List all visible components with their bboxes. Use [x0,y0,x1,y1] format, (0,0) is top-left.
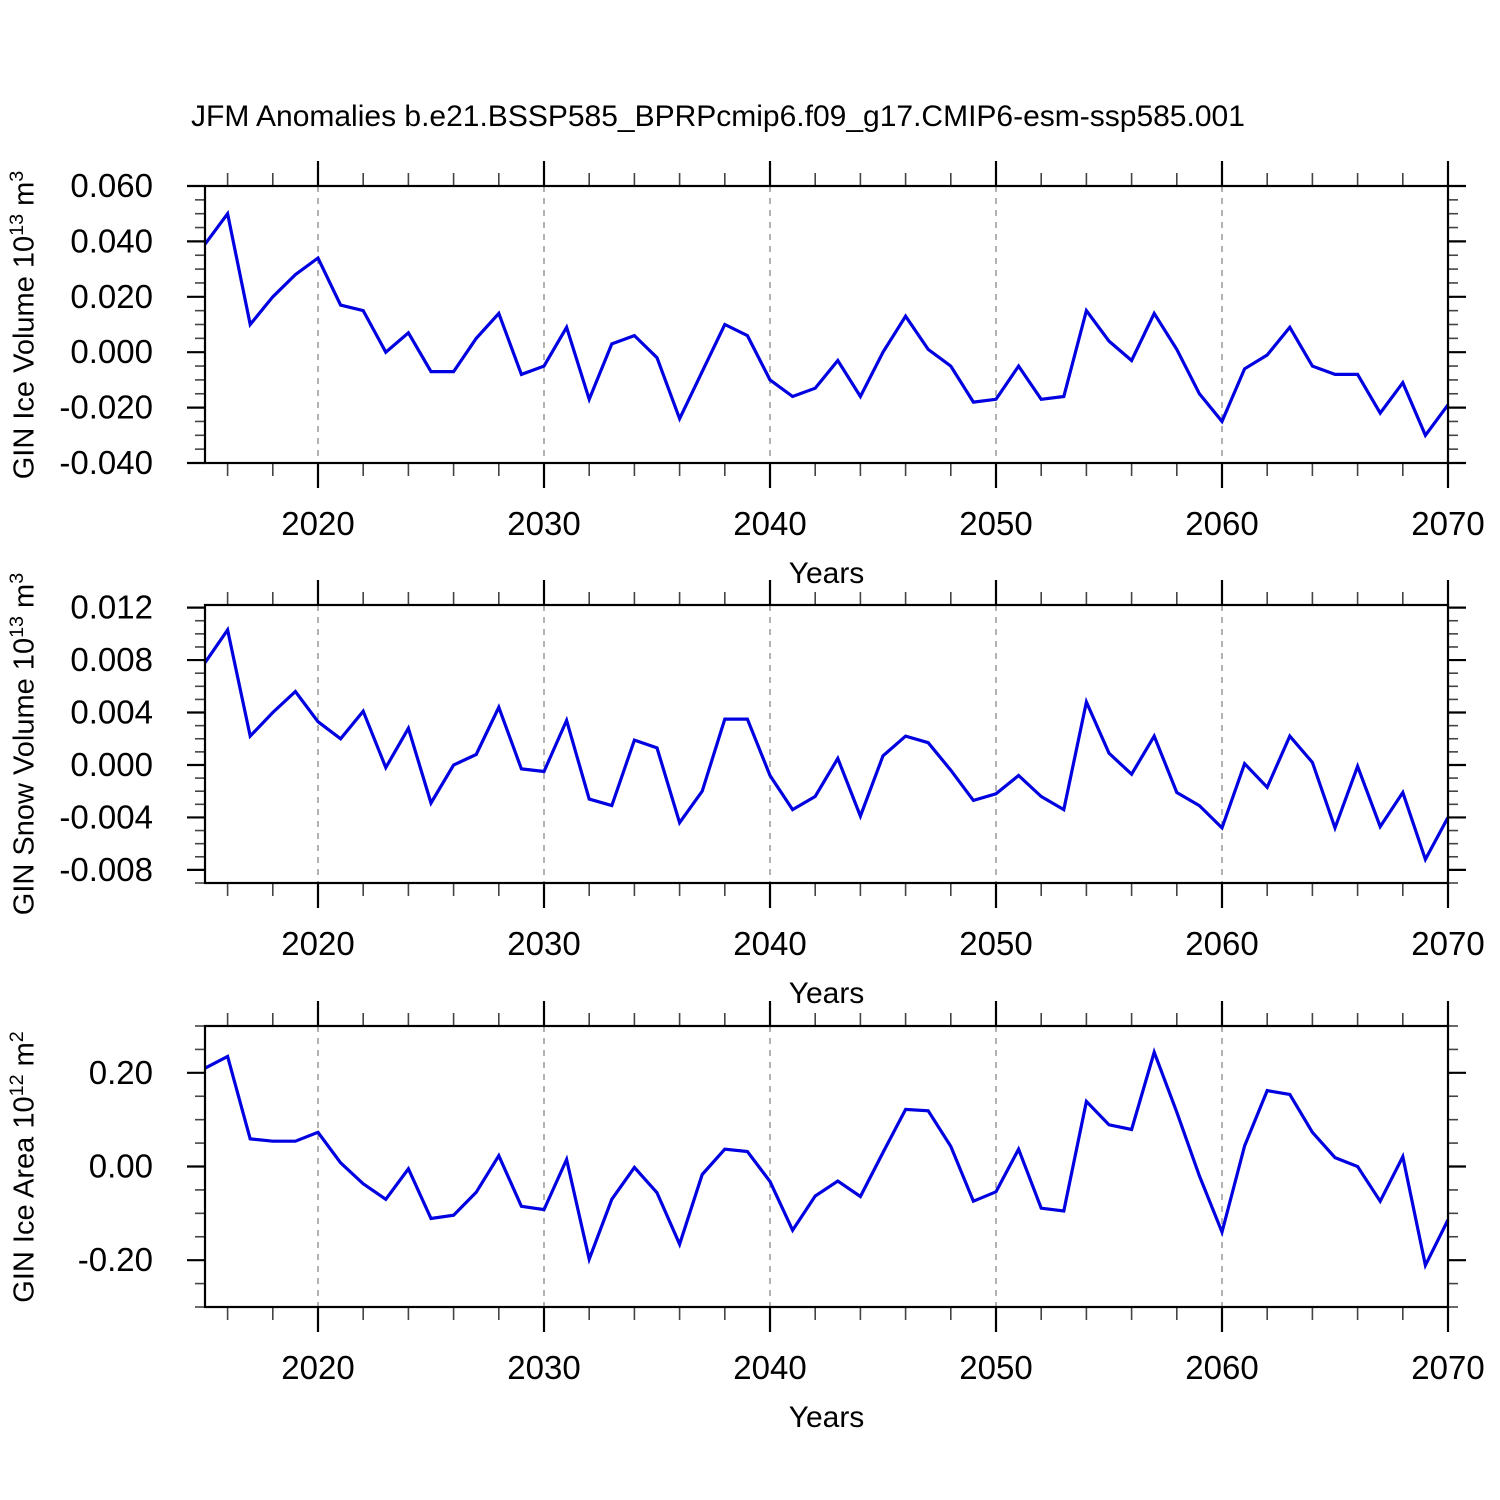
y-axis-title-text: GIN Ice Volume 10 [8,235,41,480]
y-tick-label: -0.20 [78,1241,153,1278]
y-tick-label: -0.008 [59,851,153,888]
x-axis-title-panel2: Years [788,977,865,1010]
y-axis-title-ice-volume: GIN Ice Volume 1013 m3 [6,95,50,555]
y-tick-label: 0.008 [70,641,153,678]
panel-frame-gin_snow_volume [203,603,1450,885]
x-tick-label: 2060 [1185,1349,1258,1386]
y-axis-title-text: GIN Ice Area 10 [8,1096,41,1303]
exponent: 12 [6,1074,28,1097]
x-tick-label: 2020 [281,1349,354,1386]
x-tick-label: 2070 [1411,925,1484,962]
y-tick-label: 0.00 [89,1148,153,1185]
y-tick-label: 0.020 [70,278,153,315]
x-tick-label: 2070 [1411,505,1484,542]
y-tick-label: -0.040 [59,444,153,481]
x-tick-label: 2030 [507,505,580,542]
x-tick-label: 2050 [959,1349,1032,1386]
y-tick-label: 0.040 [70,222,153,259]
y-tick-label: 0.000 [70,746,153,783]
y-tick-label: -0.004 [59,798,153,835]
y-axis-title-unit: m [8,181,41,214]
x-tick-label: 2030 [507,925,580,962]
x-tick-label: 2020 [281,505,354,542]
y-tick-label: 0.060 [70,167,153,204]
y-tick-label: 0.20 [89,1054,153,1091]
x-tick-label: 2030 [507,1349,580,1386]
x-tick-label: 2070 [1411,1349,1484,1386]
data-line-gin_ice_area [204,1047,1450,1271]
exponent: 3 [6,170,28,182]
x-axis-title-panel3: Years [788,1401,865,1434]
panel-frame-gin_ice_volume [203,184,1450,465]
x-tick-label: 2050 [959,505,1032,542]
x-axis-title-panel1: Years [788,557,865,590]
x-tick-label: 2050 [959,925,1032,962]
exponent: 13 [6,213,28,236]
exponent: 2 [6,1031,28,1043]
y-axis-title-snow-volume: GIN Snow Volume 1013 m3 [6,514,50,974]
y-axis-title-unit: m [8,583,41,616]
x-tick-label: 2060 [1185,925,1258,962]
x-tick-label: 2040 [733,1349,806,1386]
x-tick-label: 2060 [1185,505,1258,542]
y-tick-label: 0.000 [70,333,153,370]
exponent: 3 [6,572,28,584]
y-axis-title-unit: m [8,1042,41,1075]
data-line-gin_snow_volume [203,625,1450,864]
y-axis-title-ice-area: GIN Ice Area 1012 m2 [6,937,50,1397]
y-axis-title-text: GIN Snow Volume 10 [8,637,41,916]
y-tick-label: 0.012 [70,589,153,626]
y-tick-label: 0.004 [70,694,153,731]
x-tick-label: 2040 [733,925,806,962]
y-tick-label: -0.020 [59,389,153,426]
x-tick-label: 2040 [733,505,806,542]
exponent: 13 [6,616,28,638]
x-tick-label: 2020 [281,925,354,962]
panel-frame-gin_ice_area [203,1024,1450,1309]
data-line-gin_ice_volume [203,209,1450,439]
chart-title: JFM Anomalies b.e21.BSSP585_BPRPcmip6.f0… [191,100,1245,133]
